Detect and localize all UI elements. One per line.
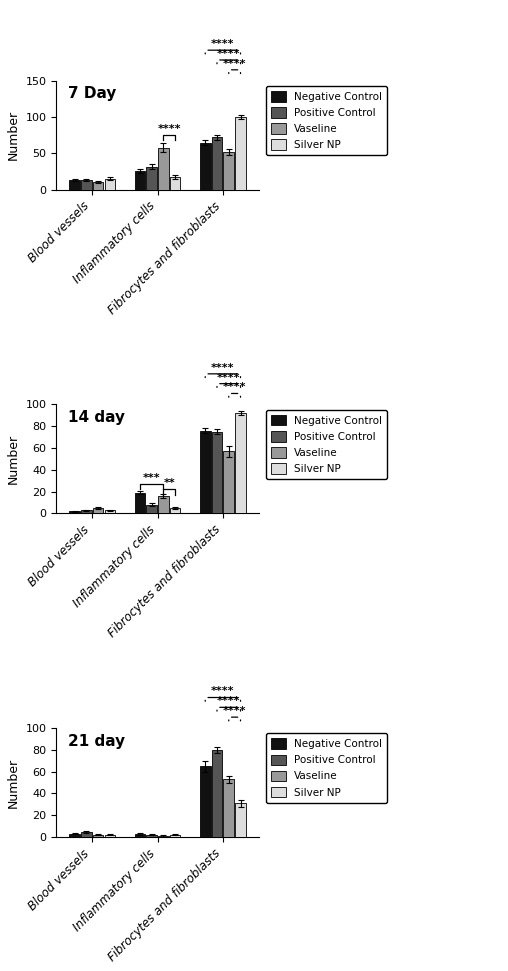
Legend: Negative Control, Positive Control, Vaseline, Silver NP: Negative Control, Positive Control, Vase… [266,733,388,803]
Text: 14 day: 14 day [69,410,125,425]
Text: 21 day: 21 day [69,733,125,749]
Bar [105,179,115,189]
Bar [158,836,169,837]
Bar [135,834,145,837]
Bar [200,766,210,837]
Bar [200,430,210,514]
Text: ****: **** [217,696,240,706]
Bar [69,512,80,514]
Text: ****: **** [157,124,181,134]
Bar [170,177,180,189]
Bar [158,148,169,189]
Bar [105,835,115,837]
Text: ****: **** [217,373,240,383]
Bar [146,835,157,837]
Bar [69,834,80,837]
Text: 7 Day: 7 Day [69,86,117,101]
Text: ****: **** [223,383,246,392]
Bar [69,181,80,189]
Text: ***: *** [143,473,161,483]
Bar [81,832,91,837]
Bar [212,432,223,514]
Bar [146,166,157,189]
Bar [235,413,246,514]
Bar [235,117,246,189]
Bar [135,492,145,514]
Text: ****: **** [217,49,240,59]
Bar [158,496,169,514]
Bar [105,510,115,514]
Y-axis label: Number: Number [7,757,20,808]
Bar [146,505,157,514]
Text: ****: **** [211,39,235,50]
Bar [224,452,234,514]
Bar [235,803,246,837]
Legend: Negative Control, Positive Control, Vaseline, Silver NP: Negative Control, Positive Control, Vase… [266,85,388,155]
Text: ****: **** [211,686,235,696]
Bar [212,750,223,837]
Legend: Negative Control, Positive Control, Vaseline, Silver NP: Negative Control, Positive Control, Vase… [266,410,388,479]
Bar [81,181,91,189]
Bar [224,152,234,189]
Bar [170,835,180,837]
Bar [93,835,103,837]
Text: ****: **** [223,58,246,69]
Text: ****: **** [211,363,235,373]
Bar [212,138,223,189]
Bar [224,780,234,837]
Text: **: ** [164,479,175,488]
Text: ****: **** [223,706,246,716]
Y-axis label: Number: Number [7,434,20,484]
Bar [135,171,145,189]
Bar [200,143,210,189]
Y-axis label: Number: Number [7,110,20,160]
Bar [93,508,103,514]
Bar [93,182,103,189]
Bar [81,510,91,514]
Bar [170,508,180,514]
